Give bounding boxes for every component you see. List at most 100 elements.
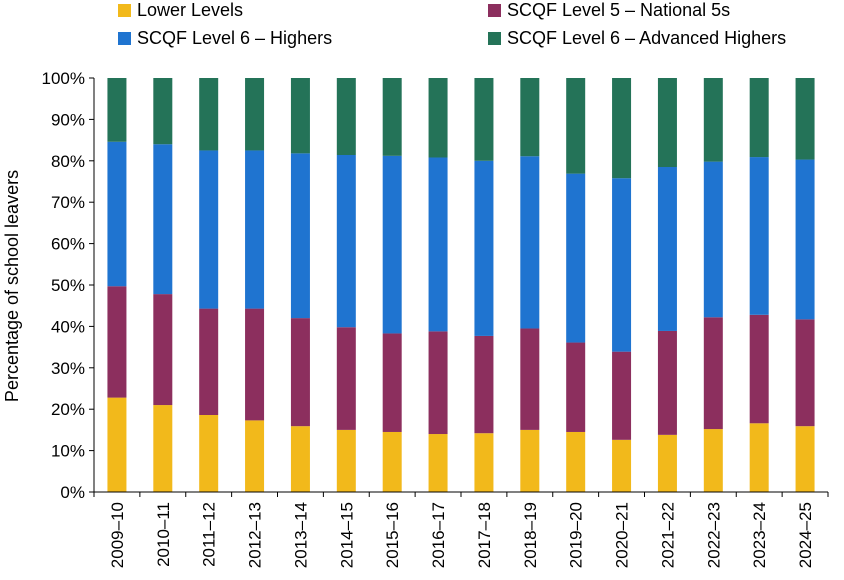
bar-segment-1-2015–16 [382, 431, 402, 492]
bar-stack-2024–25 [795, 78, 815, 492]
x-tick-label: 2014–15 [337, 502, 356, 568]
bar-segment-3-2010–11 [153, 144, 173, 295]
bar-segment-3-2011–12 [199, 150, 219, 309]
y-tick-label: 100% [42, 69, 85, 88]
bar-segment-4-2023–24 [749, 78, 769, 158]
bar-segment-2-2015–16 [382, 333, 402, 432]
bar-segment-2-2012–13 [245, 308, 265, 421]
bar-stack-2014–15 [336, 78, 356, 492]
bar-segment-2-2023–24 [749, 314, 769, 424]
x-tick-label: 2023–24 [750, 502, 769, 568]
bar-segment-4-2022–23 [703, 78, 723, 162]
legend-swatch [118, 32, 131, 45]
bar-segment-1-2011–12 [199, 415, 219, 492]
bar-segment-4-2010–11 [153, 78, 173, 145]
y-tick-label: 50% [51, 276, 85, 295]
bar-segment-3-2014–15 [336, 155, 356, 328]
bar-segment-4-2021–22 [657, 78, 677, 168]
bar-segment-3-2022–23 [703, 161, 723, 318]
bar-segment-1-2021–22 [657, 434, 677, 492]
bar-segment-2-2021–22 [657, 330, 677, 435]
x-tick-label: 2017–18 [475, 502, 494, 568]
bar-segment-3-2019–20 [566, 173, 586, 343]
bar-stack-2022–23 [703, 78, 723, 492]
bar-segment-1-2020–21 [612, 439, 632, 492]
bar-segment-2-2009–10 [107, 286, 127, 398]
bar-segment-1-2010–11 [153, 405, 173, 492]
y-tick-label: 30% [51, 359, 85, 378]
bar-segment-3-2009–10 [107, 141, 127, 287]
legend-item: Lower Levels [118, 0, 243, 21]
bar-segment-4-2019–20 [566, 78, 586, 174]
bar-segment-2-2016–17 [428, 331, 448, 435]
bar-segment-3-2018–19 [520, 156, 540, 329]
bar-segment-2-2024–25 [795, 319, 815, 427]
x-tick-label: 2011–12 [200, 502, 219, 567]
legend-item: SCQF Level 6 – Advanced Highers [488, 28, 786, 49]
axes [89, 77, 829, 497]
y-axis-title-group: Percentage of school leavers [2, 170, 22, 402]
bar-segment-1-2023–24 [749, 423, 769, 492]
bar-stack-2016–17 [428, 78, 448, 492]
x-tick-label: 2019–20 [567, 502, 586, 568]
bar-stack-2019–20 [566, 78, 586, 492]
legend-label: SCQF Level 6 – Highers [137, 28, 333, 48]
y-tick-label: 40% [51, 317, 85, 336]
bar-segment-1-2017–18 [474, 433, 494, 492]
x-tick-label: 2020–21 [613, 502, 632, 568]
y-axis-title: Percentage of school leavers [2, 170, 22, 402]
x-tick-label: 2013–14 [291, 502, 310, 568]
bar-segment-3-2023–24 [749, 157, 769, 315]
bar-stack-2017–18 [474, 78, 494, 492]
bar-stack-2011–12 [199, 78, 219, 492]
bar-segment-4-2012–13 [245, 78, 265, 151]
bar-segment-2-2018–19 [520, 328, 540, 430]
y-tick-label: 90% [51, 110, 85, 129]
bar-segment-4-2011–12 [199, 78, 219, 151]
x-tick-label: 2010–11 [154, 502, 173, 567]
bar-segment-4-2017–18 [474, 78, 494, 161]
bar-segment-3-2012–13 [245, 150, 265, 309]
bars [107, 78, 815, 492]
bar-stack-2020–21 [612, 78, 632, 492]
bar-segment-1-2012–13 [245, 420, 265, 492]
x-tick-label: 2018–19 [521, 502, 540, 568]
bar-segment-1-2022–23 [703, 429, 723, 492]
bar-stack-2010–11 [153, 78, 173, 492]
bar-segment-1-2024–25 [795, 426, 815, 492]
bar-segment-2-2019–20 [566, 342, 586, 432]
legend-label: SCQF Level 6 – Advanced Highers [507, 28, 787, 48]
x-tick-label: 2009–10 [108, 502, 127, 568]
x-tick-label: 2022–23 [704, 502, 723, 568]
bar-stack-2021–22 [657, 78, 677, 492]
legend-label: SCQF Level 5 – National 5s [507, 0, 731, 20]
bar-segment-1-2019–20 [566, 431, 586, 492]
y-tick-label: 0% [60, 483, 85, 502]
bar-segment-1-2014–15 [336, 429, 356, 492]
bar-segment-4-2015–16 [382, 78, 402, 156]
x-tick-label: 2012–13 [246, 502, 265, 568]
legend-item: SCQF Level 5 – National 5s [488, 0, 730, 21]
bar-segment-4-2009–10 [107, 78, 127, 142]
x-tick-label: 2016–17 [429, 502, 448, 568]
bar-segment-4-2024–25 [795, 78, 815, 160]
legend-swatch [118, 4, 131, 17]
legend-item: SCQF Level 6 – Highers [118, 28, 332, 49]
bar-segment-3-2020–21 [612, 178, 632, 352]
bar-segment-1-2009–10 [107, 397, 127, 492]
bar-segment-2-2017–18 [474, 335, 494, 434]
bar-segment-2-2020–21 [612, 351, 632, 440]
y-tick-label: 60% [51, 235, 85, 254]
bar-segment-4-2014–15 [336, 78, 356, 155]
bar-stack-2012–13 [245, 78, 265, 492]
bar-segment-3-2017–18 [474, 160, 494, 336]
bar-stack-2009–10 [107, 78, 127, 492]
bar-segment-1-2018–19 [520, 429, 540, 492]
bar-segment-3-2013–14 [290, 153, 310, 319]
legend-swatch [488, 4, 501, 17]
bar-segment-3-2015–16 [382, 155, 402, 334]
bar-stack-2013–14 [290, 78, 310, 492]
bar-segment-4-2016–17 [428, 78, 448, 158]
bar-segment-2-2011–12 [199, 308, 219, 415]
